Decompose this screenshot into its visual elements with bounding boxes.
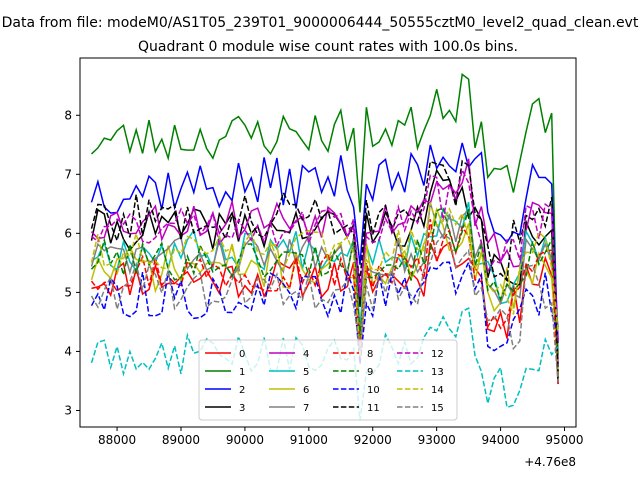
series-line-14 xyxy=(90,202,559,357)
legend-label-15: 15 xyxy=(431,403,444,414)
y-tick-label: 6 xyxy=(64,226,72,240)
y-tick-label: 5 xyxy=(64,285,72,299)
y-tick-label: 3 xyxy=(64,403,72,417)
legend-label-4: 4 xyxy=(303,349,309,360)
series-line-4 xyxy=(90,158,559,364)
legend-label-13: 13 xyxy=(431,367,444,378)
x-tick-label: 92000 xyxy=(354,433,392,447)
legend-label-7: 7 xyxy=(303,403,309,414)
legend-label-3: 3 xyxy=(239,403,245,414)
x-tick-label: 94000 xyxy=(481,433,519,447)
legend-label-11: 11 xyxy=(367,403,380,414)
legend-label-9: 9 xyxy=(367,367,373,378)
legend-label-10: 10 xyxy=(367,385,380,396)
series-line-6 xyxy=(90,206,559,370)
x-tick-label: 95000 xyxy=(545,433,583,447)
x-tick-label: 88000 xyxy=(98,433,136,447)
x-axis: 88000 89000 90000 91000 92000 93000 94000 95000 xyxy=(98,427,584,447)
series-line-10 xyxy=(90,260,559,364)
legend-label-8: 8 xyxy=(367,349,373,360)
legend-label-0: 0 xyxy=(239,349,245,360)
axes-frame xyxy=(79,57,577,428)
legend-label-2: 2 xyxy=(239,385,245,396)
y-tick-label: 4 xyxy=(64,344,72,358)
legend-box xyxy=(198,339,458,421)
legend-label-14: 14 xyxy=(431,385,444,396)
y-axis: 3 4 5 6 7 8 xyxy=(64,108,80,417)
legend-label-1: 1 xyxy=(239,367,245,378)
series-line-12 xyxy=(91,167,559,342)
series-line-9 xyxy=(90,206,559,356)
y-tick-label: 7 xyxy=(64,167,72,181)
legend-label-12: 12 xyxy=(431,349,444,360)
series-line-11 xyxy=(90,159,559,372)
x-offset-text: +4.76e8 xyxy=(524,455,576,469)
series-line-15 xyxy=(90,233,559,383)
y-tick-label: 8 xyxy=(64,108,72,122)
x-tick-label: 93000 xyxy=(418,433,456,447)
series-line-2 xyxy=(90,142,559,344)
series-line-1 xyxy=(90,73,559,379)
chart-title: Quadrant 0 module wise count rates with … xyxy=(138,39,518,55)
figure-suptitle: Data from file: modeM0/AS1T05_239T01_900… xyxy=(2,15,639,31)
x-tick-label: 90000 xyxy=(226,433,264,447)
legend-label-5: 5 xyxy=(303,367,309,378)
x-tick-label: 89000 xyxy=(162,433,200,447)
plot-lines xyxy=(90,73,559,421)
legend-label-6: 6 xyxy=(303,385,309,396)
series-line-7 xyxy=(90,202,559,350)
series-line-8 xyxy=(90,219,559,386)
x-tick-label: 91000 xyxy=(290,433,328,447)
